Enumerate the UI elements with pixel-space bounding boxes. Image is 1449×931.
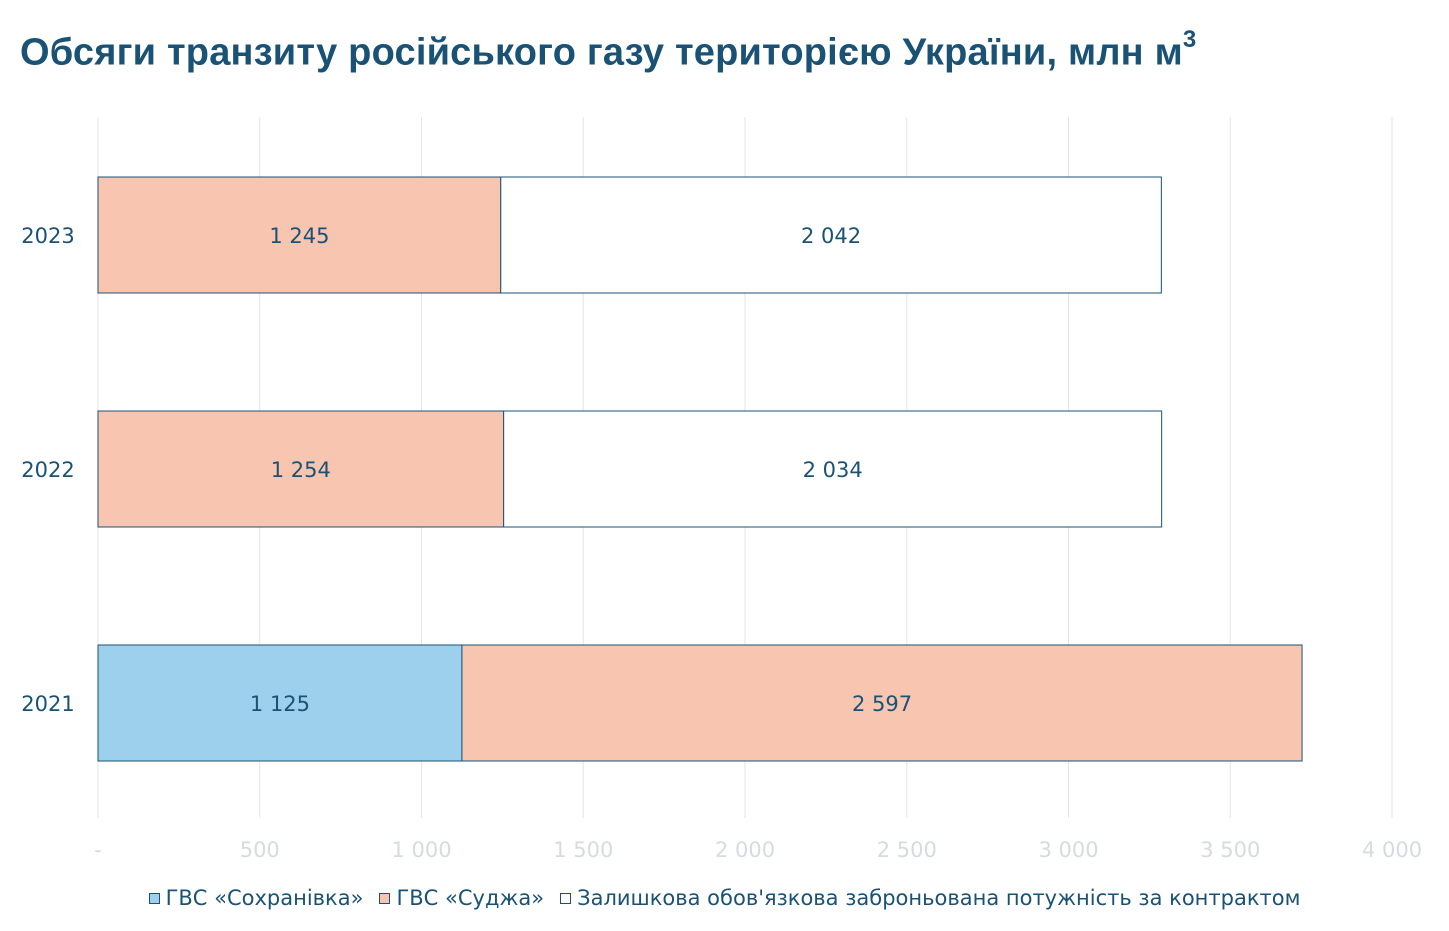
data-label: 2 597	[852, 692, 912, 716]
legend-swatch-sudzha	[379, 892, 391, 904]
data-label: 2 034	[803, 458, 863, 482]
chart-title-superscript: 3	[1182, 26, 1197, 53]
chart-title-text: Обсяги транзиту російського газу територ…	[20, 31, 1183, 74]
data-label: 1 254	[271, 458, 331, 482]
x-tick-label: 1 500	[553, 838, 613, 862]
chart-legend: ГВС «Сохранівка» ГВС «Суджа» Залишкова о…	[0, 886, 1449, 910]
bar-segment	[503, 410, 1163, 528]
chart-title: Обсяги транзиту російського газу територ…	[20, 26, 1196, 75]
bar-segment	[97, 644, 463, 762]
bar-segment	[500, 176, 1162, 294]
x-tick-label: 2 000	[715, 838, 775, 862]
data-label: 2 042	[801, 224, 861, 248]
bar-segment	[97, 410, 505, 528]
legend-swatch-sokhranivka	[148, 892, 160, 904]
x-tick-label: 1 000	[391, 838, 451, 862]
data-label: 1 245	[269, 224, 329, 248]
y-category-label: 2023	[21, 224, 74, 248]
legend-swatch-reserved-capacity	[560, 892, 572, 904]
x-tick-label: 500	[240, 838, 280, 862]
x-tick-label: 3 500	[1200, 838, 1260, 862]
legend-item-reserved-capacity: Залишкова обов'язкова заброньована потуж…	[560, 886, 1300, 910]
legend-label-sokhranivka: ГВС «Сохранівка»	[165, 886, 364, 910]
y-category-label: 2022	[21, 458, 74, 482]
legend-item-sokhranivka: ГВС «Сохранівка»	[148, 886, 364, 910]
x-tick-label: 4 000	[1362, 838, 1422, 862]
x-tick-label: 2 500	[877, 838, 937, 862]
data-label: 1 125	[250, 692, 310, 716]
legend-label-reserved-capacity: Залишкова обов'язкова заброньована потуж…	[577, 886, 1301, 910]
x-tick-label: -	[94, 838, 102, 862]
x-tick-label: 3 000	[1038, 838, 1098, 862]
bar-segment	[461, 644, 1303, 762]
y-category-label: 2021	[21, 692, 74, 716]
legend-label-sudzha: ГВС «Суджа»	[396, 886, 545, 910]
legend-item-sudzha: ГВС «Суджа»	[379, 886, 544, 910]
bar-segment	[97, 176, 502, 294]
